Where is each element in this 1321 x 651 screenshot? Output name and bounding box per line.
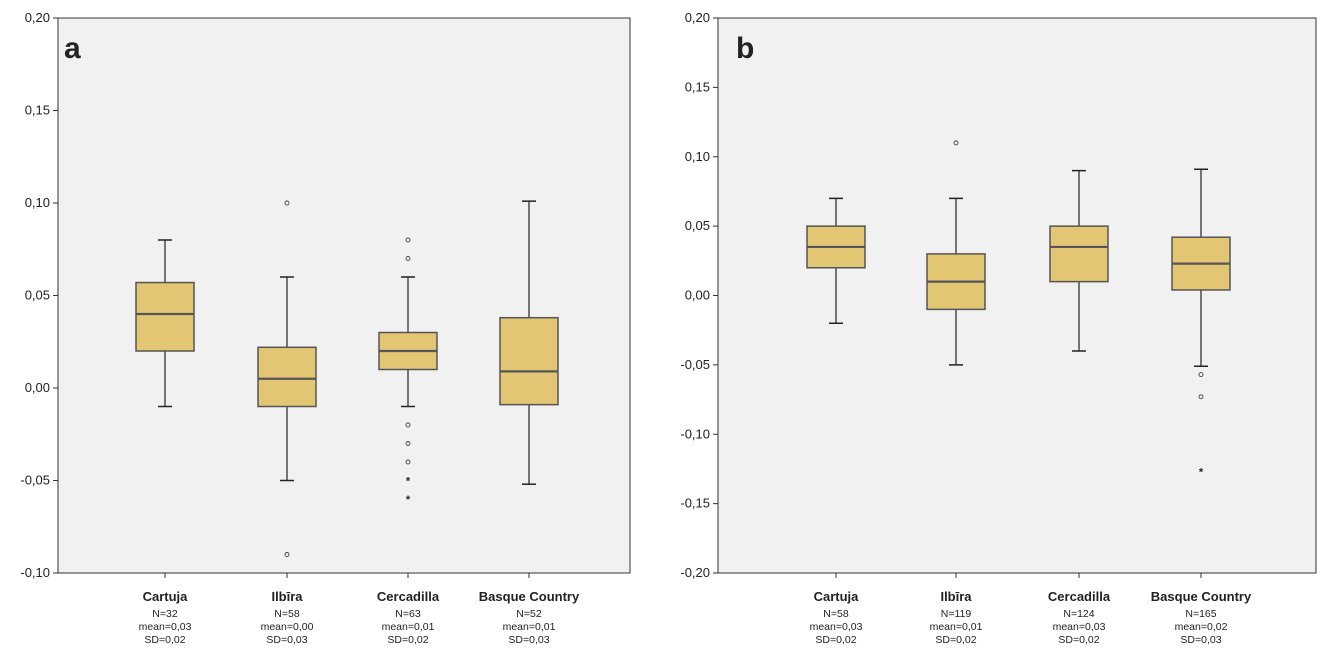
y-tick-label: 0,15 [685, 79, 710, 94]
outlier-point [284, 552, 290, 557]
category-label: Cercadilla [1048, 589, 1111, 604]
mean-label: mean=0,03 [139, 621, 192, 633]
panel-label: a [64, 32, 81, 65]
y-tick-label: 0,00 [685, 288, 710, 303]
category-label: Ilbīra [940, 589, 972, 604]
y-tick-label: -0,05 [680, 357, 710, 372]
sd-label: SD=0,03 [1180, 634, 1221, 646]
n-label: N=32 [152, 608, 178, 620]
mean-label: mean=0,00 [261, 621, 314, 633]
category-label: Ilbīra [271, 589, 303, 604]
iqr-box [257, 346, 317, 408]
y-tick-label: 0,00 [25, 380, 50, 395]
outlier-point [405, 256, 411, 261]
category-label: Cercadilla [377, 589, 440, 604]
y-tick-label: 0,05 [685, 218, 710, 233]
chart-panel-a: a -0,10 -0,05 0,00 0,05 0,10 0,15 0,20 Cartuja N=… [20, 10, 631, 646]
mean-label: mean=0,03 [810, 621, 863, 633]
y-tick-label: -0,05 [20, 473, 50, 488]
outlier-point [405, 237, 411, 243]
sd-label: SD=0,02 [815, 634, 856, 646]
sd-label: SD=0,02 [1058, 634, 1099, 646]
extreme-point: * [406, 494, 411, 506]
n-label: N=58 [274, 608, 300, 620]
y-tick-label: -0,10 [20, 565, 50, 580]
category-label: Basque Country [479, 589, 580, 604]
outlier-point [1198, 372, 1204, 378]
y-tick-label: 0,20 [25, 10, 50, 25]
outlier-point [284, 200, 290, 206]
sd-label: SD=0,02 [935, 634, 976, 646]
y-tick-label: -0,20 [680, 565, 710, 580]
extreme-point: * [406, 476, 411, 488]
sd-label: SD=0,03 [508, 634, 549, 646]
sd-label: SD=0,03 [266, 634, 307, 646]
y-tick-label: 0,05 [25, 288, 50, 303]
y-tick-label: 0,10 [25, 195, 50, 210]
sd-label: SD=0,02 [387, 634, 428, 646]
y-tick-label: -0,15 [680, 496, 710, 511]
category-label: Cartuja [143, 589, 189, 604]
mean-label: mean=0,02 [1175, 621, 1228, 633]
mean-label: mean=0,03 [1053, 621, 1106, 633]
outlier-point [953, 140, 959, 146]
iqr-box [135, 281, 195, 352]
n-label: N=52 [516, 608, 542, 620]
mean-label: mean=0,01 [382, 621, 435, 633]
extreme-point: * [1199, 467, 1204, 479]
n-label: N=165 [1185, 608, 1216, 620]
n-label: N=124 [1063, 608, 1094, 620]
n-label: N=63 [395, 608, 421, 620]
y-tick-label: 0,15 [25, 103, 50, 118]
mean-label: mean=0,01 [503, 621, 556, 633]
iqr-box [499, 316, 559, 406]
category-label: Basque Country [1151, 589, 1252, 604]
outlier-point [405, 441, 411, 446]
outlier-point [405, 422, 411, 428]
outlier-point [405, 459, 411, 465]
y-tick-label: 0,10 [685, 149, 710, 164]
iqr-box [1049, 225, 1109, 283]
panel-label: b [736, 32, 754, 65]
y-tick-label: -0,10 [680, 426, 710, 441]
n-label: N=119 [941, 608, 972, 620]
category-label: Cartuja [814, 589, 860, 604]
sd-label: SD=0,02 [144, 634, 185, 646]
plot-area [717, 17, 1317, 574]
mean-label: mean=0,01 [930, 621, 983, 633]
outlier-point [1198, 394, 1204, 400]
chart-panel-b: b -0,20 -0,15 -0,10 -0,05 0,00 0,05 0,10 0,15 0,2… [680, 10, 1317, 646]
y-tick-label: 0,20 [685, 10, 710, 25]
n-label: N=58 [823, 608, 849, 620]
